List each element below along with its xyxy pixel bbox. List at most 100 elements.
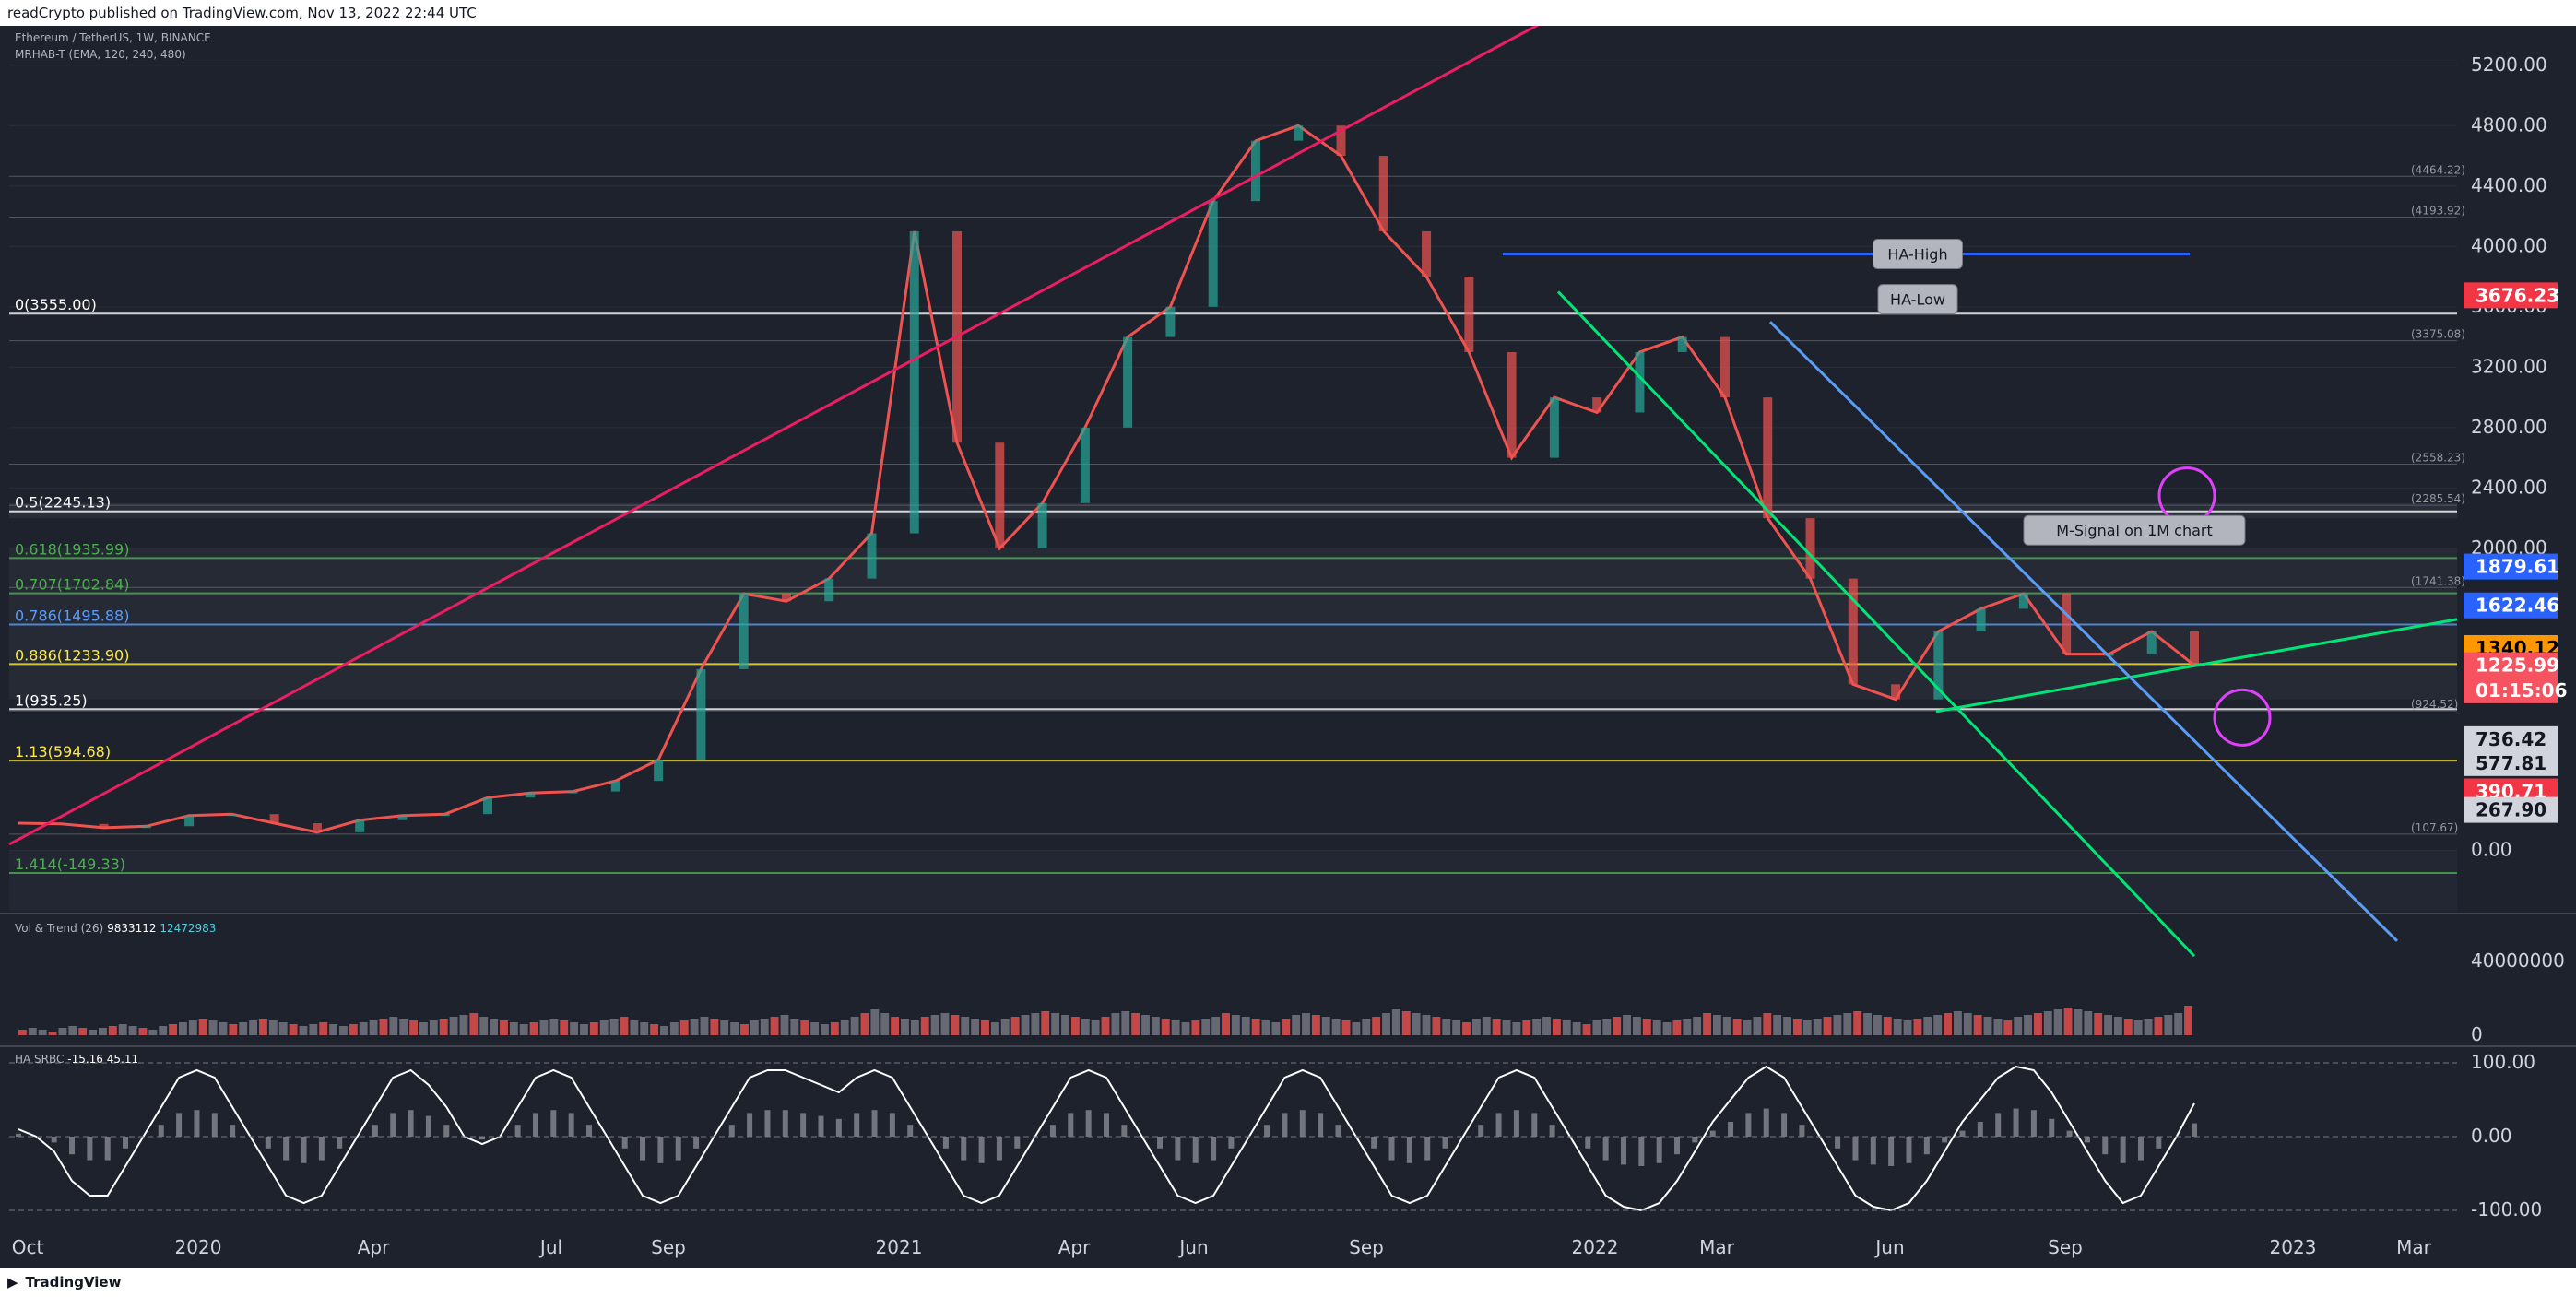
price-tag-label: 1622.46	[2476, 595, 2559, 617]
fib-label: 0.886(1233.90)	[15, 646, 129, 664]
volume-bar	[239, 1022, 248, 1035]
volume-bar	[821, 1024, 829, 1035]
volume-bar	[469, 1013, 479, 1035]
volume-bar	[700, 1017, 709, 1035]
volume-bar	[570, 1022, 579, 1035]
srbc-value-2: 45.11	[106, 1053, 139, 1066]
price-tag-label: 267.90	[2476, 799, 2546, 821]
volume-bar	[1613, 1017, 1622, 1035]
chart-canvas[interactable]: 0(3555.00) 0.5(2245.13) 0.618(1935.99) 0.70…	[0, 26, 2576, 1268]
srbc-histogram-bar	[1852, 1137, 1859, 1161]
volume-bar	[1061, 1015, 1069, 1035]
volume-bar	[369, 1020, 378, 1035]
volume-bar	[529, 1022, 538, 1035]
volume-bar	[2123, 1019, 2133, 1035]
srbc-histogram-bar	[265, 1137, 271, 1149]
candle	[1294, 125, 1304, 141]
footer-brand[interactable]: ▶ TradingView	[0, 1268, 2576, 1297]
time-axis: Oct 2020 Apr Jul Sep 2021 Apr Jun Sep 2022 Mar Jun S…	[12, 1236, 2432, 1258]
volume-bar	[1382, 1013, 1390, 1035]
price-tag-bg	[2464, 592, 2558, 619]
volume-bar	[1592, 1020, 1601, 1035]
y-tick-label: 2400.00	[2471, 476, 2547, 498]
volume-bar	[1853, 1011, 1862, 1035]
srbc-histogram-bar	[2137, 1137, 2144, 1161]
srbc-histogram-bar	[2013, 1108, 2019, 1137]
y-tick-label: 3200.00	[2471, 355, 2547, 377]
mrhab-legend[interactable]: MRHAB-T (EMA, 120, 240, 480)	[15, 48, 186, 61]
candle	[1336, 125, 1346, 157]
volume-bar	[2014, 1017, 2023, 1035]
volume-bar	[1141, 1015, 1150, 1035]
srbc-histogram-bar	[2192, 1123, 2197, 1137]
volume-bar	[78, 1028, 88, 1035]
volume-bar	[18, 1030, 27, 1035]
srbc-histogram-bar	[1728, 1122, 1734, 1137]
volume-bar	[1552, 1019, 1561, 1035]
srbc-histogram-bar	[1068, 1113, 1074, 1137]
candle	[1933, 631, 1944, 700]
highlight-circle-2	[2213, 688, 2272, 747]
srbc-histogram-bar	[479, 1137, 485, 1140]
volume-bar	[981, 1020, 989, 1035]
srbc-histogram-bar	[1424, 1137, 1431, 1161]
volume-bar	[1051, 1013, 1060, 1035]
right-level-label: (924.52)	[2411, 698, 2458, 711]
volume-bar	[940, 1013, 950, 1035]
volume-bar	[138, 1028, 148, 1035]
volume-bar	[800, 1020, 809, 1035]
srbc-histogram-bar	[176, 1113, 183, 1137]
volume-bar	[1161, 1019, 1170, 1035]
srbc-histogram-bar	[1799, 1125, 1805, 1137]
volume-bar	[198, 1019, 207, 1035]
volume-bar	[2144, 1019, 2153, 1035]
candle	[1763, 397, 1773, 519]
volume-bar	[399, 1019, 408, 1035]
srbc-histogram-bar	[1014, 1137, 1021, 1149]
vol-legend[interactable]: Vol & Trend (26) 9833112 12472983	[15, 922, 216, 935]
volume-bar	[1773, 1015, 1782, 1035]
volume-bar	[1041, 1011, 1050, 1035]
volume-bar	[951, 1015, 960, 1035]
candle	[1592, 397, 1602, 413]
volume-bar	[188, 1020, 197, 1035]
volume-bar	[840, 1020, 849, 1035]
srbc-legend[interactable]: HA SRBC -15.16 45.11	[15, 1053, 138, 1066]
falling-blue-line	[1768, 321, 2399, 942]
candle	[2146, 631, 2157, 654]
volume-bar	[1292, 1015, 1301, 1035]
drawing-lines	[8, 26, 2458, 958]
price-axis: 5200.004800.004400.004000.003600.003200.…	[2464, 53, 2568, 860]
candle	[1208, 201, 1218, 307]
volume-bar	[1021, 1015, 1030, 1035]
volume-bar	[669, 1022, 679, 1035]
srbc-histogram-bar	[337, 1137, 343, 1149]
srbc-histogram-bar	[854, 1113, 860, 1137]
symbol-legend[interactable]: Ethereum / TetherUS, 1W, BINANCE	[15, 31, 211, 44]
volume-bar	[1652, 1020, 1661, 1035]
x-tick-label: Mar	[2396, 1236, 2432, 1258]
srbc-histogram-bar	[657, 1137, 664, 1163]
candle	[995, 442, 1005, 548]
y-tick-label: 0.00	[2471, 838, 2512, 860]
srbc-histogram-bar	[1049, 1125, 1056, 1137]
y-tick-label: 4800.00	[2471, 113, 2547, 136]
candle	[909, 230, 919, 534]
volume-bar	[2003, 1020, 2013, 1035]
volume-bar	[1111, 1013, 1120, 1035]
candle	[440, 814, 450, 817]
volume-bar	[309, 1024, 318, 1035]
band-2	[9, 850, 2457, 911]
srbc-histogram-bar	[586, 1125, 593, 1137]
volume-bar	[1201, 1019, 1211, 1035]
x-tick-label: Sep	[1349, 1236, 1384, 1258]
right-level-label: (2558.23)	[2411, 451, 2465, 464]
volume-bar	[429, 1020, 438, 1035]
x-tick-label: Mar	[1699, 1236, 1735, 1258]
volume-bar	[1372, 1017, 1381, 1035]
x-tick-label: Apr	[358, 1236, 390, 1258]
srbc-histogram-bar	[301, 1137, 307, 1163]
fib-label: 0.5(2245.13)	[15, 494, 111, 512]
srbc-histogram-bar	[693, 1137, 700, 1149]
volume-bar	[1602, 1019, 1612, 1035]
